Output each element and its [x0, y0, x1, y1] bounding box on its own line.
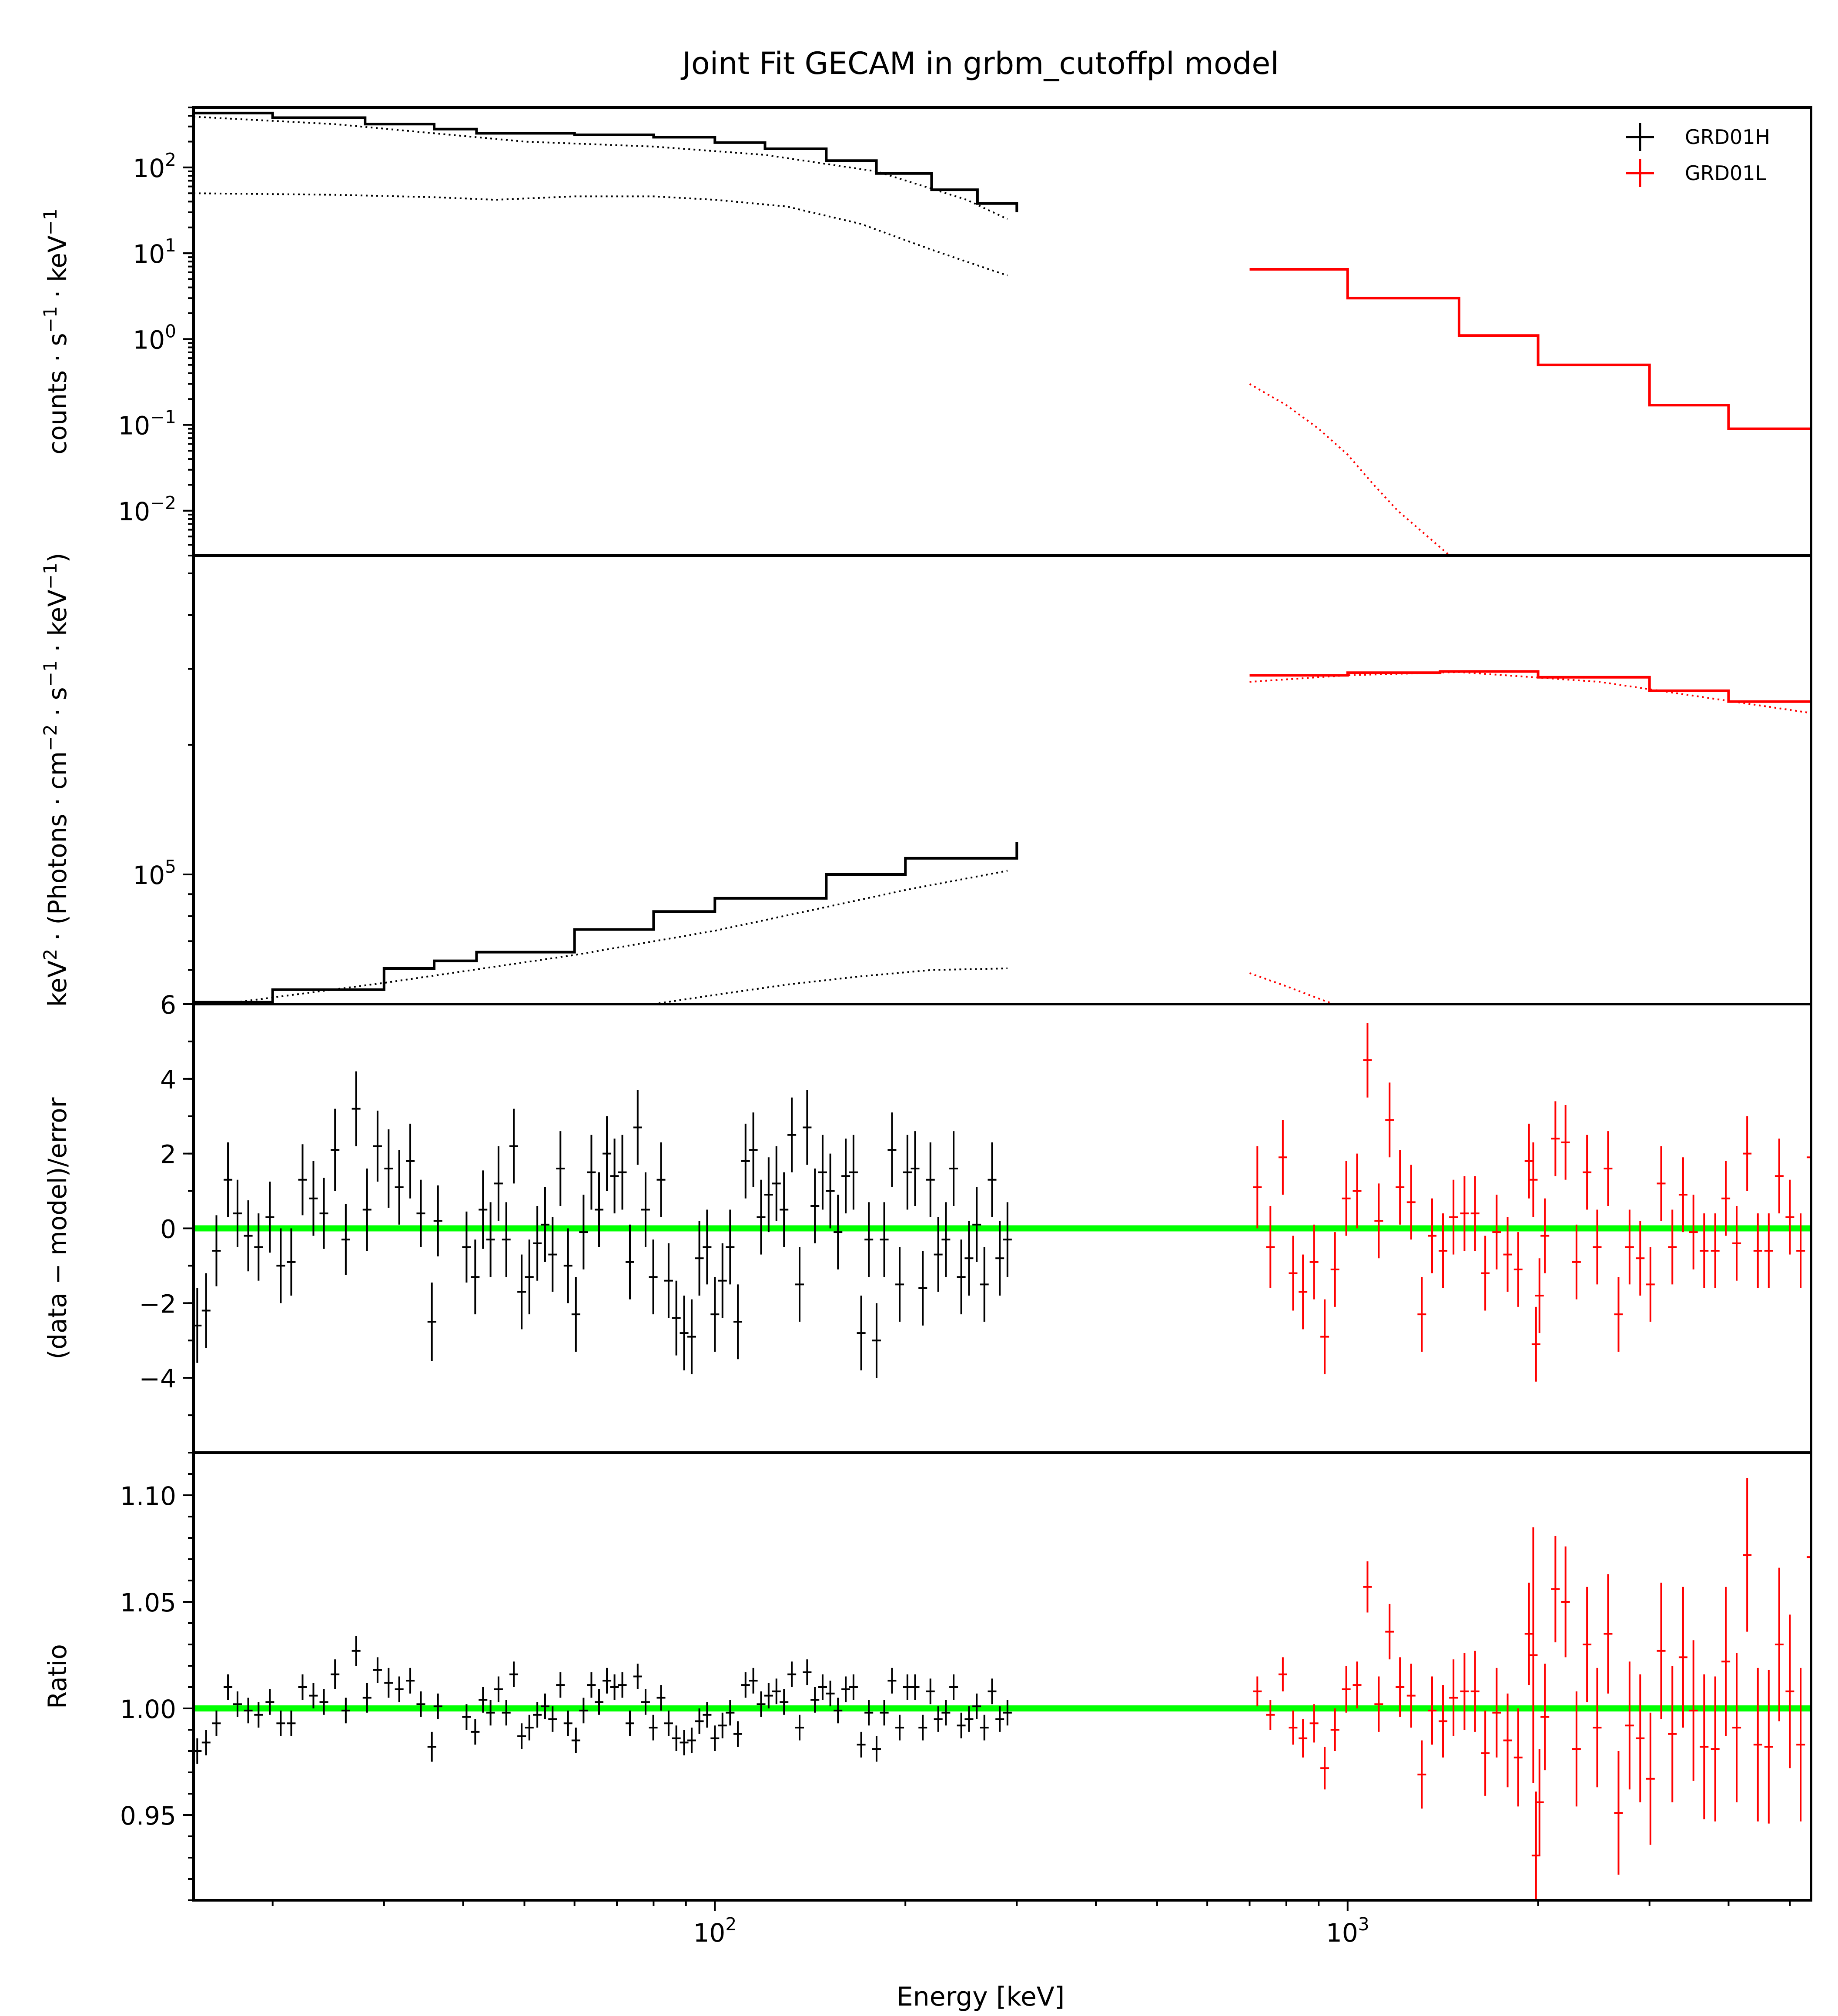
y-tick-label: 1.00 — [120, 1695, 176, 1724]
series-line — [653, 968, 1008, 1004]
y-tick-label: 0 — [160, 1215, 176, 1244]
series-line — [1249, 671, 1811, 714]
y-tick-label: 105 — [133, 856, 176, 890]
legend-label: GRD01L — [1685, 161, 1767, 185]
panel-counts: 102 101 100 10−1 10−2 counts · s−1 · keV−1 — [40, 106, 1812, 557]
y-tick-label: 6 — [160, 990, 176, 1020]
x-tick-label: 103 — [1326, 1914, 1369, 1948]
y-tick-label: 1.10 — [120, 1481, 176, 1511]
panel-ratio: 0.95 1.00 1.05 1.10 Ratio — [43, 1451, 1812, 1902]
panel-residuals: −4 −2 0 2 4 (data − model)/error — [43, 1003, 1812, 1454]
axes-frame — [192, 1451, 1812, 1902]
y-tick-label: 4 — [160, 1065, 176, 1095]
y-tick-label: 1.05 — [120, 1588, 176, 1617]
series-line — [194, 116, 1008, 220]
y-tick-label: 102 — [133, 149, 176, 183]
chart-title: Joint Fit GECAM in grbm_cutoffpl model — [680, 46, 1279, 81]
x-tick-label: 102 — [693, 1914, 737, 1948]
series-line — [1249, 383, 1450, 556]
y-axis-label: counts · s−1 · keV−1 — [40, 208, 72, 454]
y-tick-label: 2 — [160, 1140, 176, 1169]
legend-label: GRD01H — [1685, 125, 1770, 149]
series-line — [194, 111, 1018, 212]
y-tick-label: 100 — [133, 321, 176, 355]
y-tick-label: 0.95 — [120, 1801, 176, 1831]
series-line — [1249, 268, 1811, 451]
y-axis-label: keV2 · (Photons · cm−2 · s−1 · keV−1) — [40, 553, 72, 1007]
y-tick-label: 10−2 — [118, 492, 176, 526]
series-line — [194, 842, 1018, 1004]
legend: GRD01H GRD01L — [1626, 123, 1770, 187]
x-axis: 102 103 — [271, 1900, 1791, 1948]
series-line — [215, 870, 1008, 1004]
y-axis-label: Ratio — [43, 1644, 72, 1709]
y-tick-label: 101 — [133, 235, 176, 269]
y-axis-label: (data − model)/error — [43, 1097, 72, 1359]
series-line — [194, 192, 1008, 277]
x-axis-label: Energy [keV] — [897, 1982, 1065, 2012]
y-tick-label: −2 — [139, 1289, 177, 1319]
y-tick-label: −4 — [139, 1364, 177, 1393]
y-tick-label: 10−1 — [118, 407, 176, 441]
panel-efe: 105 6 keV2 · (Photons · cm−2 · s−1 · keV−1… — [40, 553, 1812, 1020]
